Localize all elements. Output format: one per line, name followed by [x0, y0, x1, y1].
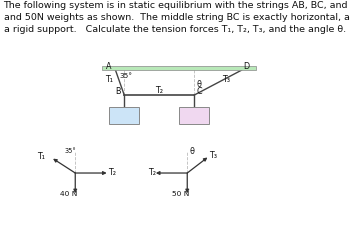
- Text: 50 N: 50 N: [172, 190, 190, 196]
- Text: The following system is in static equilibrium with the strings AB, BC, and CD co: The following system is in static equili…: [4, 1, 350, 34]
- Text: T₁: T₁: [106, 75, 113, 84]
- Text: 40 N: 40 N: [113, 112, 135, 121]
- Bar: [180, 108, 209, 125]
- Text: θ: θ: [197, 80, 202, 89]
- Text: D: D: [243, 61, 249, 70]
- Text: T₃: T₃: [209, 150, 217, 159]
- Text: A: A: [106, 61, 111, 70]
- Text: T₁: T₁: [37, 151, 45, 160]
- Text: θ: θ: [189, 146, 194, 155]
- Text: C: C: [196, 86, 202, 95]
- Text: T₃: T₃: [222, 75, 230, 84]
- Text: 50 N: 50 N: [183, 112, 205, 121]
- Text: 40 N: 40 N: [60, 190, 78, 196]
- Text: B: B: [115, 86, 121, 95]
- Text: 35°: 35°: [119, 73, 132, 79]
- Text: T₂: T₂: [108, 167, 117, 176]
- Text: T₂: T₂: [155, 86, 163, 95]
- Bar: [102, 67, 256, 71]
- Bar: [109, 108, 139, 125]
- Text: T₂: T₂: [148, 167, 156, 176]
- Text: 35°: 35°: [65, 148, 77, 154]
